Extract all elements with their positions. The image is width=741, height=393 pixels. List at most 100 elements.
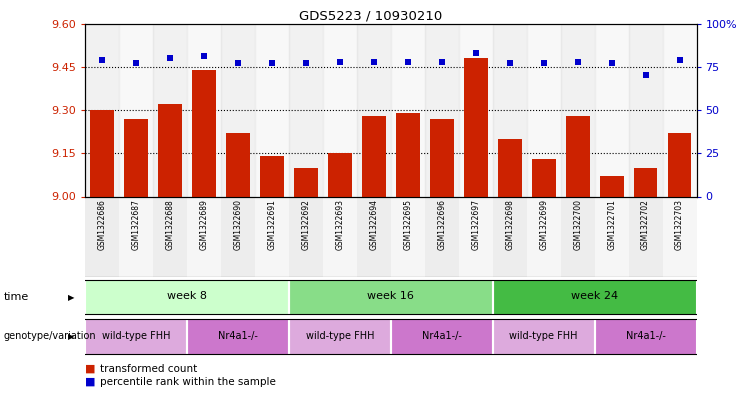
Bar — [634, 168, 657, 196]
Bar — [221, 196, 255, 277]
Bar — [357, 196, 391, 277]
Point — [300, 60, 312, 66]
Bar — [532, 159, 556, 196]
Point — [232, 60, 244, 66]
Point — [605, 60, 617, 66]
Bar — [119, 24, 153, 196]
Point — [266, 60, 278, 66]
Bar — [124, 119, 148, 196]
Text: genotype/variation: genotype/variation — [4, 331, 96, 342]
Bar — [260, 156, 284, 196]
Bar — [289, 280, 493, 314]
Bar — [668, 133, 691, 196]
Point — [198, 53, 210, 60]
Text: wild-type FHH: wild-type FHH — [510, 331, 578, 341]
Text: GSM1322693: GSM1322693 — [336, 199, 345, 250]
Point — [538, 60, 550, 66]
Text: ■: ■ — [85, 377, 96, 387]
Text: GSM1322703: GSM1322703 — [675, 199, 684, 250]
Bar — [153, 196, 187, 277]
Bar — [391, 196, 425, 277]
Point — [368, 59, 380, 65]
Bar — [425, 196, 459, 277]
Bar — [425, 24, 459, 196]
Bar — [85, 319, 187, 354]
Bar — [294, 168, 318, 196]
Text: GDS5223 / 10930210: GDS5223 / 10930210 — [299, 10, 442, 23]
Point — [639, 72, 651, 79]
Bar — [493, 196, 527, 277]
Bar — [328, 153, 352, 196]
Bar — [594, 196, 628, 277]
Bar — [498, 139, 522, 196]
Bar — [357, 24, 391, 196]
Text: GSM1322690: GSM1322690 — [233, 199, 242, 250]
Bar — [493, 24, 527, 196]
Text: ▶: ▶ — [68, 293, 75, 301]
Text: week 16: week 16 — [368, 291, 414, 301]
Bar — [85, 196, 119, 277]
Bar — [85, 24, 119, 196]
Bar — [493, 319, 594, 354]
Text: GSM1322692: GSM1322692 — [302, 199, 310, 250]
Text: GSM1322688: GSM1322688 — [166, 199, 175, 250]
Text: time: time — [4, 292, 29, 302]
Text: GSM1322694: GSM1322694 — [370, 199, 379, 250]
Point — [674, 57, 685, 63]
Bar — [226, 133, 250, 196]
Bar — [153, 24, 187, 196]
Bar — [561, 24, 594, 196]
Bar — [628, 24, 662, 196]
Text: GSM1322702: GSM1322702 — [641, 199, 650, 250]
Bar — [119, 196, 153, 277]
Text: percentile rank within the sample: percentile rank within the sample — [100, 377, 276, 387]
Text: GSM1322697: GSM1322697 — [471, 199, 480, 250]
Text: GSM1322695: GSM1322695 — [403, 199, 412, 250]
Bar — [323, 196, 357, 277]
Text: GSM1322687: GSM1322687 — [132, 199, 141, 250]
Text: GSM1322689: GSM1322689 — [199, 199, 208, 250]
Text: GSM1322701: GSM1322701 — [607, 199, 616, 250]
Text: GSM1322699: GSM1322699 — [539, 199, 548, 250]
Point — [402, 59, 413, 65]
Bar — [187, 196, 221, 277]
Bar — [459, 196, 493, 277]
Bar — [464, 58, 488, 196]
Text: Nr4a1-/-: Nr4a1-/- — [422, 331, 462, 341]
Point — [96, 57, 108, 63]
Text: wild-type FHH: wild-type FHH — [102, 331, 170, 341]
Text: ■: ■ — [85, 364, 96, 374]
Bar — [289, 24, 323, 196]
Point — [572, 59, 584, 65]
Bar — [90, 110, 114, 196]
Bar — [566, 116, 590, 196]
Bar — [391, 24, 425, 196]
Bar — [289, 319, 391, 354]
Text: wild-type FHH: wild-type FHH — [306, 331, 374, 341]
Bar — [527, 24, 561, 196]
Text: Nr4a1-/-: Nr4a1-/- — [218, 331, 258, 341]
Point — [165, 55, 176, 61]
Text: week 8: week 8 — [167, 291, 207, 301]
Bar — [362, 116, 386, 196]
Bar — [527, 196, 561, 277]
Bar — [430, 119, 453, 196]
Bar — [323, 24, 357, 196]
Bar — [192, 70, 216, 196]
Bar — [493, 280, 697, 314]
Bar — [599, 176, 623, 196]
Point — [436, 59, 448, 65]
Bar — [628, 196, 662, 277]
Bar — [561, 196, 594, 277]
Text: GSM1322686: GSM1322686 — [98, 199, 107, 250]
Bar — [594, 319, 697, 354]
Bar — [159, 104, 182, 196]
Text: GSM1322696: GSM1322696 — [437, 199, 446, 250]
Text: GSM1322700: GSM1322700 — [574, 199, 582, 250]
Text: transformed count: transformed count — [100, 364, 197, 374]
Text: week 24: week 24 — [571, 291, 618, 301]
Point — [130, 60, 142, 66]
Bar — [662, 196, 697, 277]
Bar — [396, 113, 419, 196]
Bar — [255, 24, 289, 196]
